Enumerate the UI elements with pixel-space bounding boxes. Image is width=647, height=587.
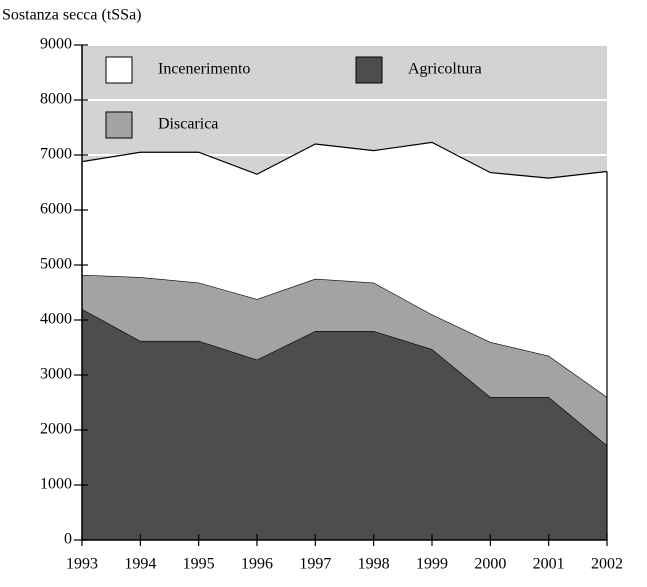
legend-label: Agricoltura: [408, 61, 482, 78]
area: [82, 309, 607, 540]
y-tick-label: 6000: [40, 201, 72, 218]
legend-label: Incenerimento: [158, 61, 250, 78]
legend-swatch: [105, 111, 133, 139]
x-tick-label: 2001: [533, 556, 565, 573]
x-tick-label: 2000: [474, 556, 506, 573]
y-tick-label: 0: [64, 531, 72, 548]
area: [82, 274, 607, 446]
y-axis-label: Sostanza secca (tSSa): [2, 7, 142, 24]
y-tick-label: 7000: [40, 146, 72, 163]
x-tick-label: 1993: [66, 556, 98, 573]
area-edge: [81, 141, 608, 179]
x-tick-label: 1994: [124, 556, 156, 573]
x-tick-label: 1995: [183, 556, 215, 573]
x-tick-label: 1998: [358, 556, 390, 573]
y-tick-label: 2000: [40, 421, 72, 438]
y-tick-label: 5000: [40, 256, 72, 273]
x-tick-label: 1999: [416, 556, 448, 573]
y-tick-label: 4000: [40, 311, 72, 328]
x-tick-label: 1996: [241, 556, 273, 573]
y-tick-label: 1000: [40, 476, 72, 493]
y-tick-label: 9000: [40, 36, 72, 53]
y-tick-label: 8000: [40, 91, 72, 108]
y-tick-label: 3000: [40, 366, 72, 383]
x-tick-label: 1997: [299, 556, 331, 573]
x-tick-label: 2002: [591, 556, 623, 573]
legend-swatch: [105, 56, 133, 84]
legend-swatch: [355, 56, 383, 84]
area: [82, 142, 607, 397]
legend-label: Discarica: [158, 116, 218, 133]
